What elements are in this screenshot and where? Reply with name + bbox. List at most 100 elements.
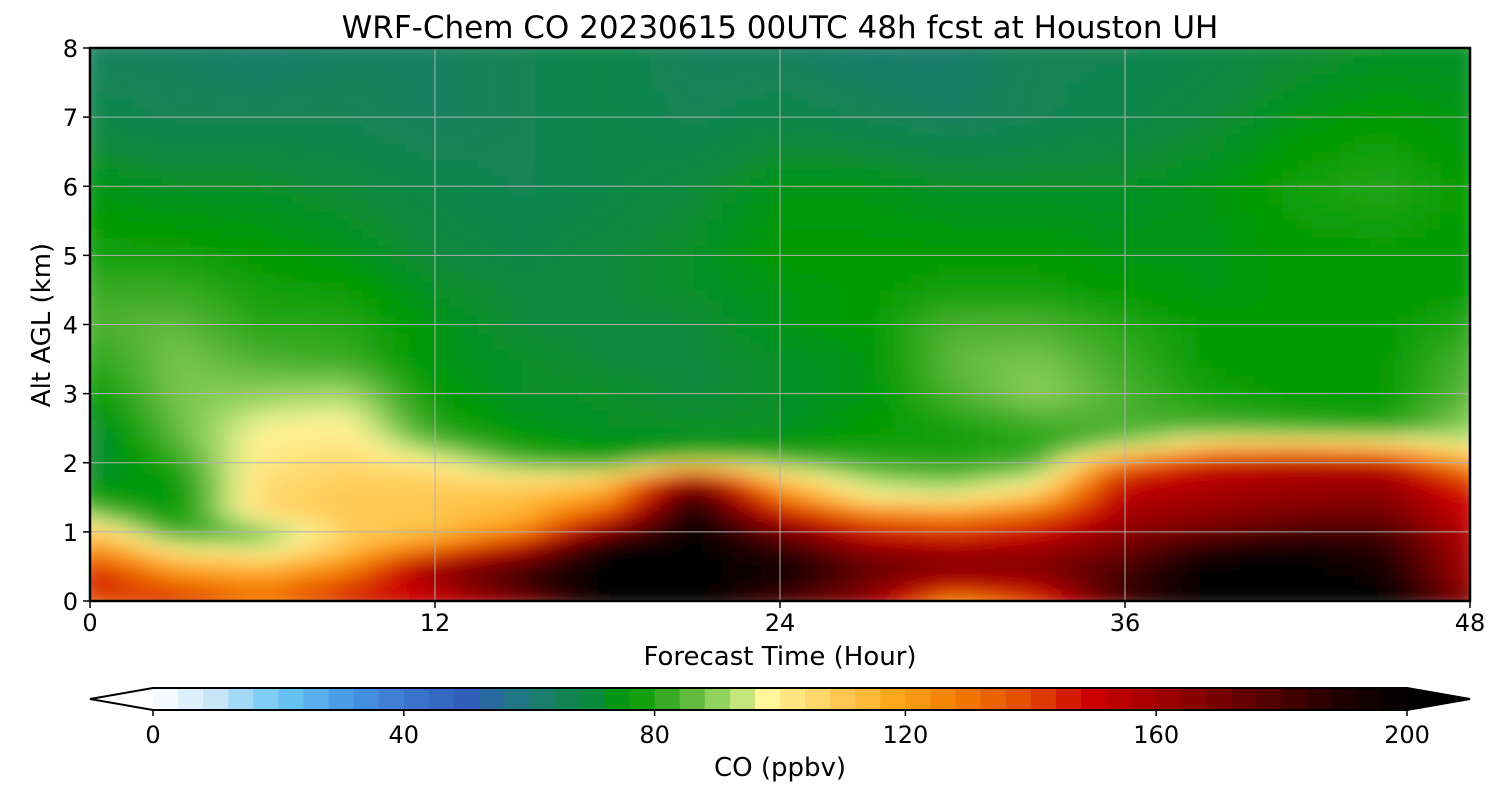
heatmap-cell (1095, 194, 1112, 205)
heatmap-cell (865, 427, 882, 438)
heatmap-cell (535, 48, 551, 58)
heatmap-cell (1009, 496, 1025, 507)
heatmap-cell (808, 531, 824, 542)
heatmap-cell (578, 419, 594, 429)
heatmap-cell (1124, 203, 1140, 213)
heatmap-cell (549, 263, 565, 274)
heatmap-cell (1124, 48, 1140, 58)
heatmap-cell (535, 116, 551, 127)
heatmap-cell (937, 358, 953, 369)
heatmap-cell (995, 298, 1011, 308)
heatmap-cell (362, 470, 378, 481)
heatmap-cell (966, 48, 982, 58)
heatmap-cell (707, 393, 723, 403)
heatmap-cell (1138, 237, 1155, 248)
heatmap-cell (549, 116, 565, 127)
heatmap-cell (477, 263, 493, 274)
heatmap-cell (204, 220, 220, 230)
heatmap-cell (247, 177, 263, 187)
heatmap-cell (1067, 168, 1083, 179)
heatmap-cell (204, 168, 220, 179)
heatmap-cell (578, 349, 594, 360)
heatmap-cell (865, 306, 882, 317)
heatmap-cell (1081, 332, 1097, 343)
heatmap-cell (678, 531, 695, 542)
heatmap-cell (175, 280, 192, 291)
heatmap-cell (1038, 557, 1054, 567)
heatmap-cell (808, 185, 824, 196)
heatmap-cell (290, 496, 307, 507)
heatmap-cell (448, 272, 465, 282)
heatmap-cell (103, 298, 120, 308)
heatmap-cell (563, 522, 580, 533)
heatmap-cell (865, 393, 882, 403)
heatmap-cell (952, 56, 968, 66)
heatmap-cell (463, 194, 479, 205)
heatmap-cell (722, 185, 738, 196)
heatmap-cell (908, 107, 925, 118)
heatmap-cell (923, 116, 939, 127)
heatmap-cell (722, 56, 738, 66)
heatmap-cell (822, 479, 838, 490)
heatmap-cell (434, 48, 450, 58)
heatmap-cell (175, 48, 192, 58)
heatmap-cell (1038, 168, 1054, 179)
heatmap-cell (1038, 254, 1054, 265)
heatmap-cell (937, 185, 953, 196)
heatmap-cell (995, 514, 1011, 524)
heatmap-cell (750, 332, 767, 343)
heatmap-cell (103, 263, 120, 274)
heatmap-cell (793, 349, 810, 360)
heatmap-cell (492, 436, 508, 446)
heatmap-cell (492, 73, 508, 84)
heatmap-cell (290, 82, 307, 92)
heatmap-cell (1124, 116, 1140, 127)
heatmap-cell (1081, 237, 1097, 248)
heatmap-cell (290, 133, 307, 144)
heatmap-cell (1138, 393, 1155, 403)
heatmap-cell (952, 116, 968, 127)
heatmap-cell (607, 505, 623, 516)
heatmap-cell (765, 82, 781, 92)
heatmap-cell (1067, 151, 1083, 161)
heatmap-cell (1081, 540, 1097, 550)
heatmap-cell (233, 349, 249, 360)
heatmap-cell (161, 48, 177, 58)
heatmap-cell (1153, 419, 1169, 429)
heatmap-cell (1138, 298, 1155, 308)
heatmap-cell (319, 64, 335, 75)
heatmap-cell (305, 324, 321, 334)
heatmap-cell (276, 237, 292, 248)
heatmap-cell (808, 90, 824, 101)
heatmap-cell (563, 401, 580, 412)
heatmap-cell (90, 73, 91, 84)
heatmap-cell (319, 116, 335, 127)
heatmap-cell (247, 505, 263, 516)
heatmap-cell (750, 591, 767, 601)
heatmap-cell (90, 272, 91, 282)
heatmap-cell (1009, 151, 1025, 161)
heatmap-cell (980, 332, 997, 343)
heatmap-cell (90, 203, 91, 213)
heatmap-cell (1081, 220, 1097, 230)
heatmap-cell (377, 324, 393, 334)
heatmap-cell (980, 349, 997, 360)
heatmap-cell (851, 565, 867, 576)
heatmap-cell (765, 349, 781, 360)
heatmap-cell (175, 324, 192, 334)
heatmap-cell (463, 367, 479, 377)
heatmap-cell (377, 488, 393, 498)
heatmap-cell (578, 332, 594, 343)
heatmap-cell (693, 159, 709, 170)
heatmap-cell (506, 194, 522, 205)
heatmap-cell (822, 56, 838, 66)
heatmap-cell (535, 505, 551, 516)
heatmap-cell (923, 341, 939, 351)
heatmap-cell (362, 211, 378, 222)
heatmap-cell (851, 48, 867, 58)
heatmap-cell (377, 393, 393, 403)
heatmap-cell (377, 583, 393, 593)
heatmap-cell (707, 324, 723, 334)
heatmap-cell (448, 565, 465, 576)
heatmap-cell (506, 211, 522, 222)
